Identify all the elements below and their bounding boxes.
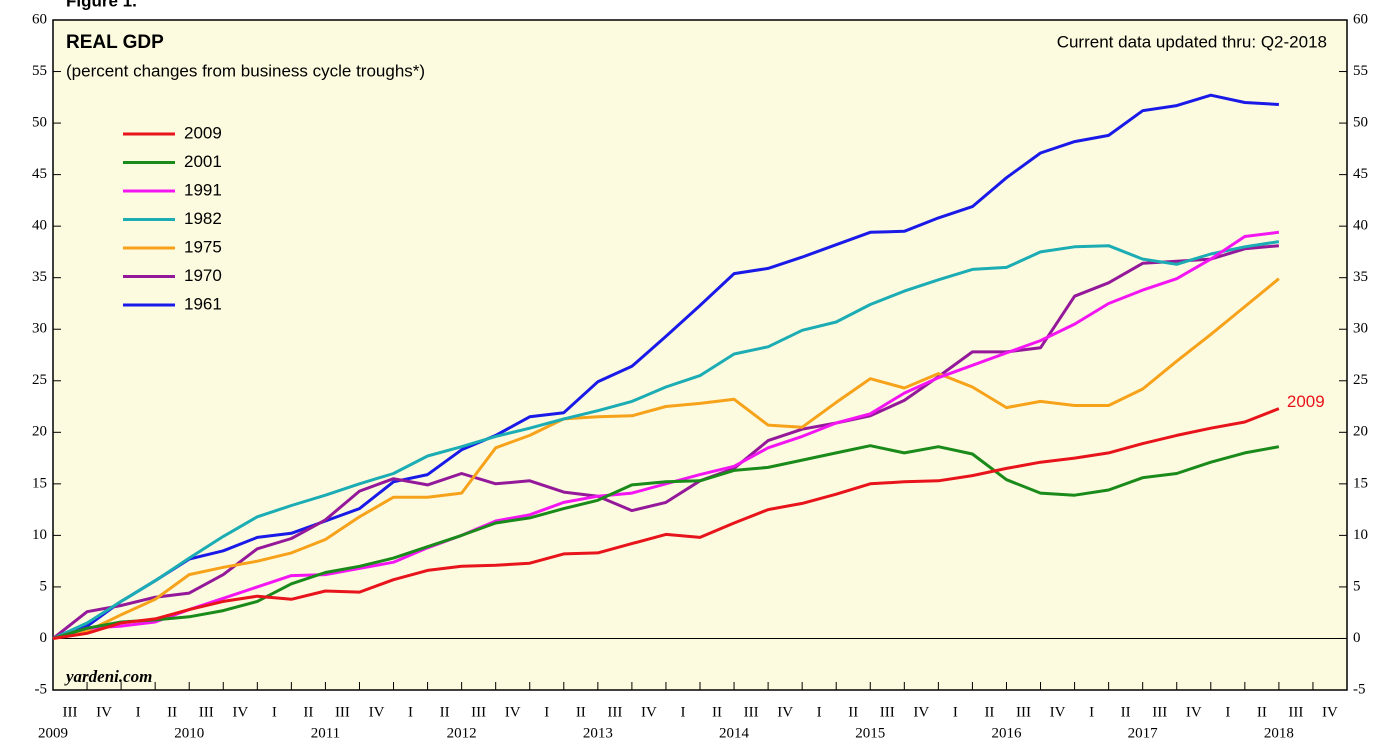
- y-tick-label: 60: [32, 11, 47, 27]
- y2-tick-label: 5: [1353, 578, 1361, 594]
- y2-tick-label: 10: [1353, 527, 1368, 543]
- x-tick-label: III: [1016, 704, 1031, 720]
- y-tick-label: 0: [40, 630, 48, 646]
- x-tick-label: II: [1121, 704, 1131, 720]
- year-label: 2011: [311, 725, 340, 741]
- year-label: 2013: [583, 725, 613, 741]
- x-tick-label: IV: [913, 704, 929, 720]
- y-tick-label: 50: [32, 115, 47, 131]
- x-tick-label: IV: [369, 704, 385, 720]
- x-tick-label: IV: [641, 704, 657, 720]
- series-line: [52, 93, 1279, 640]
- y-tick-label: 45: [32, 166, 47, 182]
- x-tick-label: IV: [232, 704, 248, 720]
- y-tick-label: 25: [32, 372, 47, 388]
- x-tick-label: II: [848, 704, 858, 720]
- year-label: 2015: [855, 725, 885, 741]
- x-tick-label: III: [199, 704, 214, 720]
- x-tick-label: III: [471, 704, 486, 720]
- x-tick-label: III: [63, 704, 78, 720]
- x-tick-label: III: [1288, 704, 1303, 720]
- x-tick-label: II: [1257, 704, 1267, 720]
- series-line: [52, 230, 1280, 640]
- legend-label: 1975: [184, 237, 222, 256]
- y-tick-label: 30: [32, 321, 47, 337]
- legend-label: 1982: [184, 209, 222, 228]
- x-tick-label: II: [303, 704, 313, 720]
- x-tick-label: III: [335, 704, 350, 720]
- x-tick-label: I: [1225, 704, 1230, 720]
- x-tick-label: II: [167, 704, 177, 720]
- x-tick-label: IV: [1322, 704, 1338, 720]
- year-label: 2009: [38, 725, 68, 741]
- y-tick-label: 40: [32, 218, 47, 234]
- y2-tick-label: 40: [1353, 218, 1368, 234]
- plot-area: [52, 19, 1348, 691]
- year-label: 2016: [991, 725, 1022, 741]
- x-tick-label: III: [744, 704, 759, 720]
- y2-tick-label: 60: [1353, 11, 1368, 27]
- x-tick-label: I: [544, 704, 549, 720]
- y2-tick-label: 25: [1353, 372, 1368, 388]
- x-tick-label: II: [712, 704, 722, 720]
- series-line: [52, 240, 1280, 640]
- y2-tick-label: 15: [1353, 475, 1368, 491]
- y-tick-label: 35: [32, 269, 47, 285]
- y-tick-label: -5: [35, 681, 48, 697]
- x-tick-label: I: [680, 704, 685, 720]
- y-tick-label: 10: [32, 527, 47, 543]
- legend-label: 2009: [184, 123, 222, 142]
- y-tick-label: 15: [32, 475, 47, 491]
- x-tick-label: I: [817, 704, 822, 720]
- y-tick-label: 55: [32, 63, 47, 79]
- year-label: 2017: [1128, 725, 1159, 741]
- year-label: 2014: [719, 725, 750, 741]
- x-tick-label: IV: [505, 704, 521, 720]
- y2-tick-label: 20: [1353, 424, 1368, 440]
- x-tick-label: IV: [777, 704, 793, 720]
- x-tick-label: I: [272, 704, 277, 720]
- legend-label: 2001: [184, 152, 222, 171]
- y2-tick-label: 50: [1353, 115, 1368, 131]
- series-line: [52, 244, 1280, 640]
- y2-tick-label: 0: [1353, 630, 1361, 646]
- y2-tick-label: 30: [1353, 321, 1368, 337]
- x-tick-label: I: [136, 704, 141, 720]
- end-label: 2009: [1287, 392, 1325, 411]
- x-tick-label: I: [953, 704, 958, 720]
- subtitle: (percent changes from business cycle tro…: [66, 61, 425, 80]
- x-tick-label: III: [880, 704, 895, 720]
- series-line: [52, 444, 1280, 640]
- x-tick-label: II: [576, 704, 586, 720]
- series-line: [52, 277, 1280, 640]
- year-label: 2012: [447, 725, 477, 741]
- source: yardeni.com: [64, 667, 152, 686]
- x-tick-label: I: [1089, 704, 1094, 720]
- x-tick-label: II: [440, 704, 450, 720]
- x-tick-label: III: [1152, 704, 1167, 720]
- legend-label: 1961: [184, 294, 222, 313]
- y2-tick-label: -5: [1353, 681, 1366, 697]
- y2-tick-label: 55: [1353, 63, 1368, 79]
- y2-tick-label: 45: [1353, 166, 1368, 182]
- x-tick-label: IV: [96, 704, 112, 720]
- x-tick-label: IV: [1186, 704, 1202, 720]
- year-label: 2010: [174, 725, 204, 741]
- y-tick-label: 20: [32, 424, 47, 440]
- chart-title: REAL GDP: [66, 32, 164, 53]
- legend-label: 1991: [184, 180, 222, 199]
- series-line: [52, 407, 1280, 640]
- year-label: 2018: [1264, 725, 1294, 741]
- x-tick-label: I: [408, 704, 413, 720]
- x-tick-label: II: [984, 704, 994, 720]
- legend-label: 1970: [184, 266, 222, 285]
- x-tick-label: IV: [1050, 704, 1066, 720]
- y-tick-label: 5: [40, 578, 48, 594]
- note: Current data updated thru: Q2-2018: [1057, 32, 1327, 51]
- x-tick-label: III: [607, 704, 622, 720]
- y2-tick-label: 35: [1353, 269, 1368, 285]
- figure-label: Figure 1.: [66, 0, 137, 10]
